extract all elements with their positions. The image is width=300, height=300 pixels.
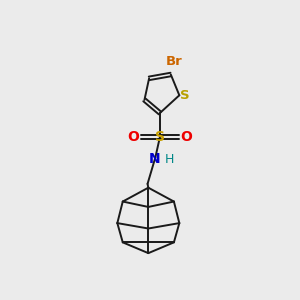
Text: Br: Br <box>166 55 182 68</box>
Text: S: S <box>155 130 165 144</box>
Text: S: S <box>180 89 190 102</box>
Text: N: N <box>149 152 160 166</box>
Text: O: O <box>180 130 192 144</box>
Text: H: H <box>165 154 174 166</box>
Text: O: O <box>128 130 140 144</box>
